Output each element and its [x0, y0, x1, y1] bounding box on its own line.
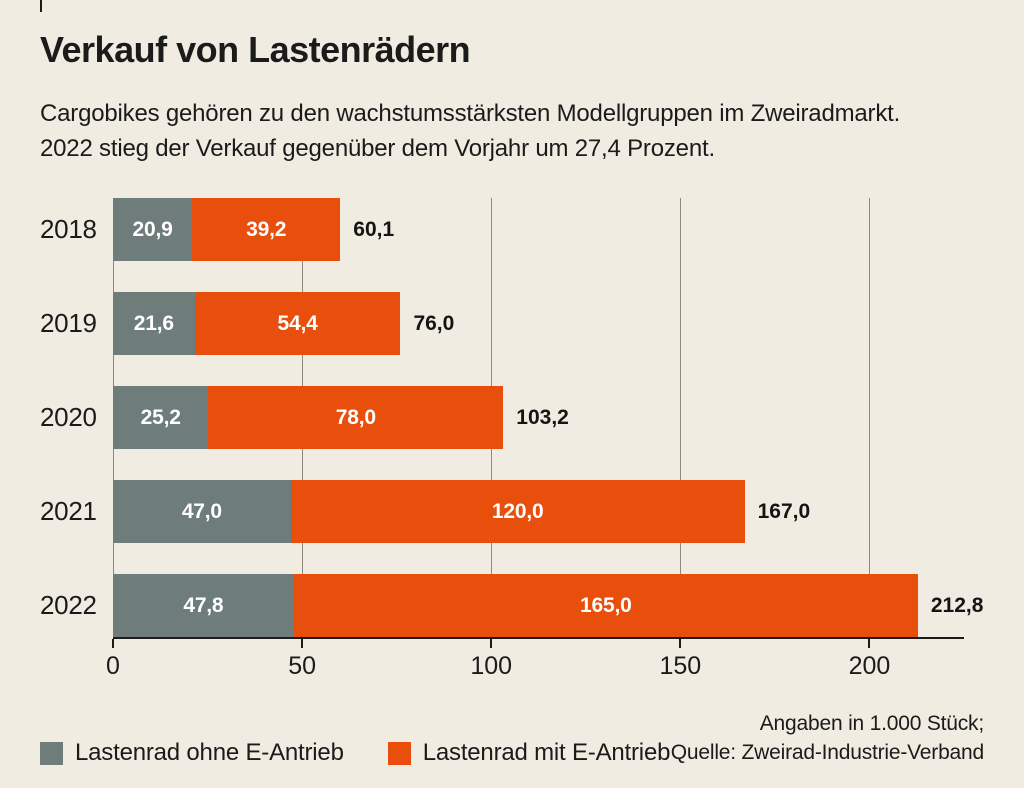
chart-area: 2018 20,9 39,2 60,1 2019 21,6 54,4 76,0 2020 25,2… — [40, 198, 984, 695]
segment-value-label: 165,0 — [580, 593, 632, 617]
legend-item-mit-e-antrieb: Lastenrad mit E-Antrieb — [387, 739, 671, 767]
bar-segment: 47,0 — [113, 480, 291, 543]
legend-label-ohne-e-antrieb: Lastenrad ohne E-Antrieb — [75, 739, 344, 766]
bar-segment: 78,0 — [208, 386, 504, 449]
bar-track: 47,8 165,0 212,8 — [113, 574, 983, 637]
bar-segment: 165,0 — [293, 574, 918, 637]
chart-subtitle-line1: Cargobikes gehören zu den wachstumsstärk… — [40, 100, 901, 127]
source-note: Angaben in 1.000 Stück; Quelle: Zweirad-… — [671, 709, 984, 767]
year-label: 2018 — [40, 214, 97, 244]
legend-label-mit-e-antrieb: Lastenrad mit E-Antrieb — [422, 739, 671, 766]
gridline — [679, 198, 681, 637]
gridline — [868, 198, 870, 637]
bar-segment: 54,4 — [194, 292, 401, 355]
legend-swatch-ohne-e-antrieb — [40, 741, 63, 765]
bar-segment: 21,6 — [113, 292, 195, 355]
bar-row: 2022 47,8 165,0 212,8 — [40, 574, 984, 637]
segment-value-label: 21,6 — [133, 311, 174, 335]
bar-row: 2019 21,6 54,4 76,0 — [40, 292, 984, 355]
bar-segment: 20,9 — [113, 198, 193, 261]
total-value-label: 167,0 — [757, 499, 811, 523]
legend: Lastenrad ohne E-Antrieb Lastenrad mit E… — [40, 739, 670, 767]
segment-value-label: 78,0 — [335, 405, 376, 429]
bar-segment: 25,2 — [113, 386, 209, 449]
chart-subtitle-line2: 2022 stieg der Verkauf gegenüber dem Vor… — [40, 135, 715, 162]
source-line-unit: Angaben in 1.000 Stück; — [759, 712, 984, 735]
bar-track: 20,9 39,2 60,1 — [113, 198, 964, 261]
bar-segment: 120,0 — [290, 480, 745, 543]
legend-swatch-mit-e-antrieb — [387, 741, 411, 765]
total-value-label: 76,0 — [413, 311, 455, 335]
year-label: 2022 — [40, 590, 97, 620]
segment-value-label: 39,2 — [246, 217, 287, 241]
legend-item-ohne-e-antrieb: Lastenrad ohne E-Antrieb — [40, 739, 344, 767]
bar-track: 25,2 78,0 103,2 — [113, 386, 964, 449]
segment-value-label: 47,0 — [181, 499, 222, 523]
axis-tick-label: 100 — [470, 652, 513, 680]
year-label: 2021 — [40, 496, 97, 526]
axis-tick — [490, 639, 493, 648]
axis-tick-label: 200 — [848, 652, 891, 680]
total-value-label: 103,2 — [516, 405, 569, 429]
axis-tick — [112, 639, 114, 648]
x-axis: 0 50 100 150 200 — [106, 637, 964, 695]
segment-value-label: 120,0 — [491, 499, 544, 523]
bar-track: 47,0 120,0 167,0 — [113, 480, 964, 543]
axis-tick — [301, 639, 304, 648]
source-line-quelle: Quelle: Zweirad-Industrie-Verband — [670, 741, 984, 764]
bar-row: 2020 25,2 78,0 103,2 — [40, 386, 984, 449]
year-label: 2019 — [40, 308, 97, 338]
bar-track: 21,6 54,4 76,0 — [113, 292, 964, 355]
corner-mark — [40, 0, 42, 12]
total-value-label: 212,8 — [930, 593, 984, 617]
bar-row: 2018 20,9 39,2 60,1 — [40, 198, 984, 261]
bar-segment: 39,2 — [192, 198, 341, 261]
year-label: 2020 — [40, 402, 97, 432]
chart-title: Verkauf von Lastenrädern — [40, 29, 471, 70]
axis-tick-label: 50 — [288, 652, 317, 680]
segment-value-label: 20,9 — [132, 217, 173, 241]
segment-value-label: 25,2 — [140, 405, 181, 429]
axis-tick-label: 150 — [659, 652, 702, 680]
axis-tick — [679, 639, 682, 648]
bar-segment: 47,8 — [113, 574, 294, 637]
axis-tick — [868, 639, 871, 648]
chart-footer: Lastenrad ohne E-Antrieb Lastenrad mit E… — [40, 709, 984, 767]
bar-row: 2021 47,0 120,0 167,0 — [40, 480, 984, 543]
bar-rows: 2018 20,9 39,2 60,1 2019 21,6 54,4 76,0 2020 25,2… — [40, 198, 984, 637]
segment-value-label: 54,4 — [277, 311, 318, 335]
total-value-label: 60,1 — [353, 217, 395, 241]
axis-tick-label: 0 — [106, 652, 120, 680]
segment-value-label: 47,8 — [183, 593, 224, 617]
